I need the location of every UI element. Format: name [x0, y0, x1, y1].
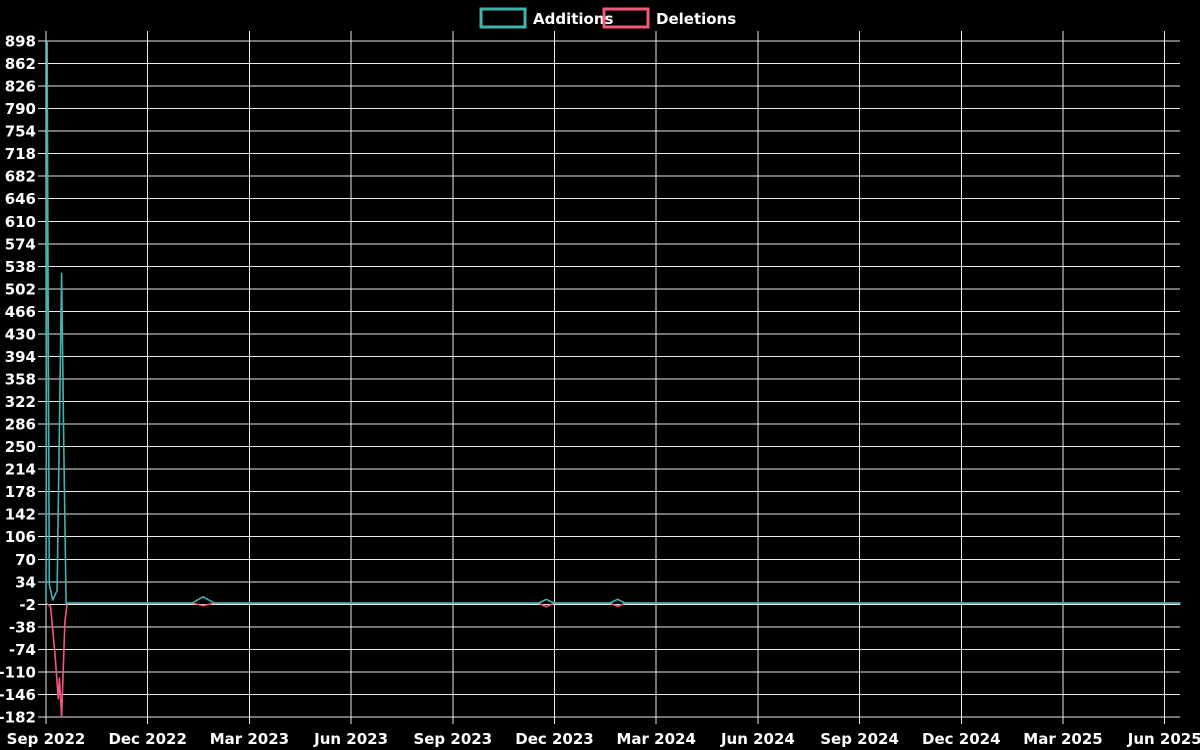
- y-tick-label: 790: [5, 100, 36, 118]
- legend: Additions Deletions: [479, 7, 736, 29]
- y-tick-label: 862: [5, 55, 36, 73]
- y-tick-label: 214: [5, 461, 36, 479]
- y-tick-label: 358: [5, 371, 36, 389]
- x-tick-label: Sep 2023: [413, 730, 492, 748]
- x-tick-label: Jun 2023: [313, 730, 388, 748]
- y-tick-label: 898: [5, 33, 36, 51]
- x-tick-label: Mar 2024: [616, 730, 695, 748]
- y-tick-label: 286: [5, 416, 36, 434]
- y-tick-label: -74: [9, 641, 36, 659]
- vertical-gridlines: [45, 31, 1166, 724]
- x-tick-label: Mar 2025: [1023, 730, 1102, 748]
- y-tick-label: 430: [5, 325, 36, 343]
- y-axis-labels: 898 862 826 790 754 718 682 646 610 574 538 502 466 4…: [0, 33, 36, 727]
- y-tick-label: 826: [5, 78, 36, 96]
- x-tick-label: Mar 2023: [210, 730, 289, 748]
- deletions-line: [45, 602, 1181, 718]
- legend-additions-label[interactable]: Additions: [533, 10, 614, 28]
- additions-line: [45, 40, 1181, 604]
- y-tick-label: -110: [0, 663, 36, 681]
- y-tick-label: 106: [5, 528, 36, 546]
- y-tick-label: 754: [5, 123, 36, 141]
- x-tick-label: Jun 2025: [1127, 730, 1200, 748]
- y-tick-label: 466: [5, 303, 36, 321]
- legend-deletions-swatch[interactable]: [602, 7, 650, 29]
- y-tick-label: 574: [5, 235, 36, 253]
- x-axis-labels: Sep 2022 Dec 2022 Mar 2023 Jun 2023 Sep 2023…: [7, 730, 1200, 748]
- y-tick-label: -182: [0, 709, 36, 727]
- x-tick-label: Dec 2024: [922, 730, 1001, 748]
- y-tick-label: 718: [5, 145, 36, 163]
- x-tick-label: Dec 2023: [515, 730, 594, 748]
- y-tick-label: -2: [19, 596, 36, 614]
- y-tick-label: 682: [5, 168, 36, 186]
- y-tick-label: 646: [5, 190, 36, 208]
- y-tick-label: -146: [0, 686, 36, 704]
- y-tick-label: 322: [5, 393, 36, 411]
- x-tick-label: Dec 2022: [108, 730, 187, 748]
- y-tick-label: 538: [5, 258, 36, 276]
- x-tick-label: Sep 2024: [820, 730, 899, 748]
- y-tick-label: 70: [15, 551, 36, 569]
- y-tick-label: 142: [5, 506, 36, 524]
- y-tick-label: 502: [5, 280, 36, 298]
- y-tick-label: 610: [5, 213, 36, 231]
- legend-deletions-label[interactable]: Deletions: [656, 10, 736, 28]
- y-tick-label: 250: [5, 438, 36, 456]
- legend-additions-swatch[interactable]: [479, 7, 527, 29]
- horizontal-gridlines: [38, 40, 1180, 718]
- x-tick-label: Sep 2022: [7, 730, 86, 748]
- y-tick-label: 394: [5, 348, 36, 366]
- series-lines: [45, 40, 1181, 718]
- y-tick-label: 178: [5, 483, 36, 501]
- y-tick-label: 34: [15, 573, 36, 591]
- y-tick-label: -38: [9, 618, 36, 636]
- x-tick-label: Jun 2024: [720, 730, 795, 748]
